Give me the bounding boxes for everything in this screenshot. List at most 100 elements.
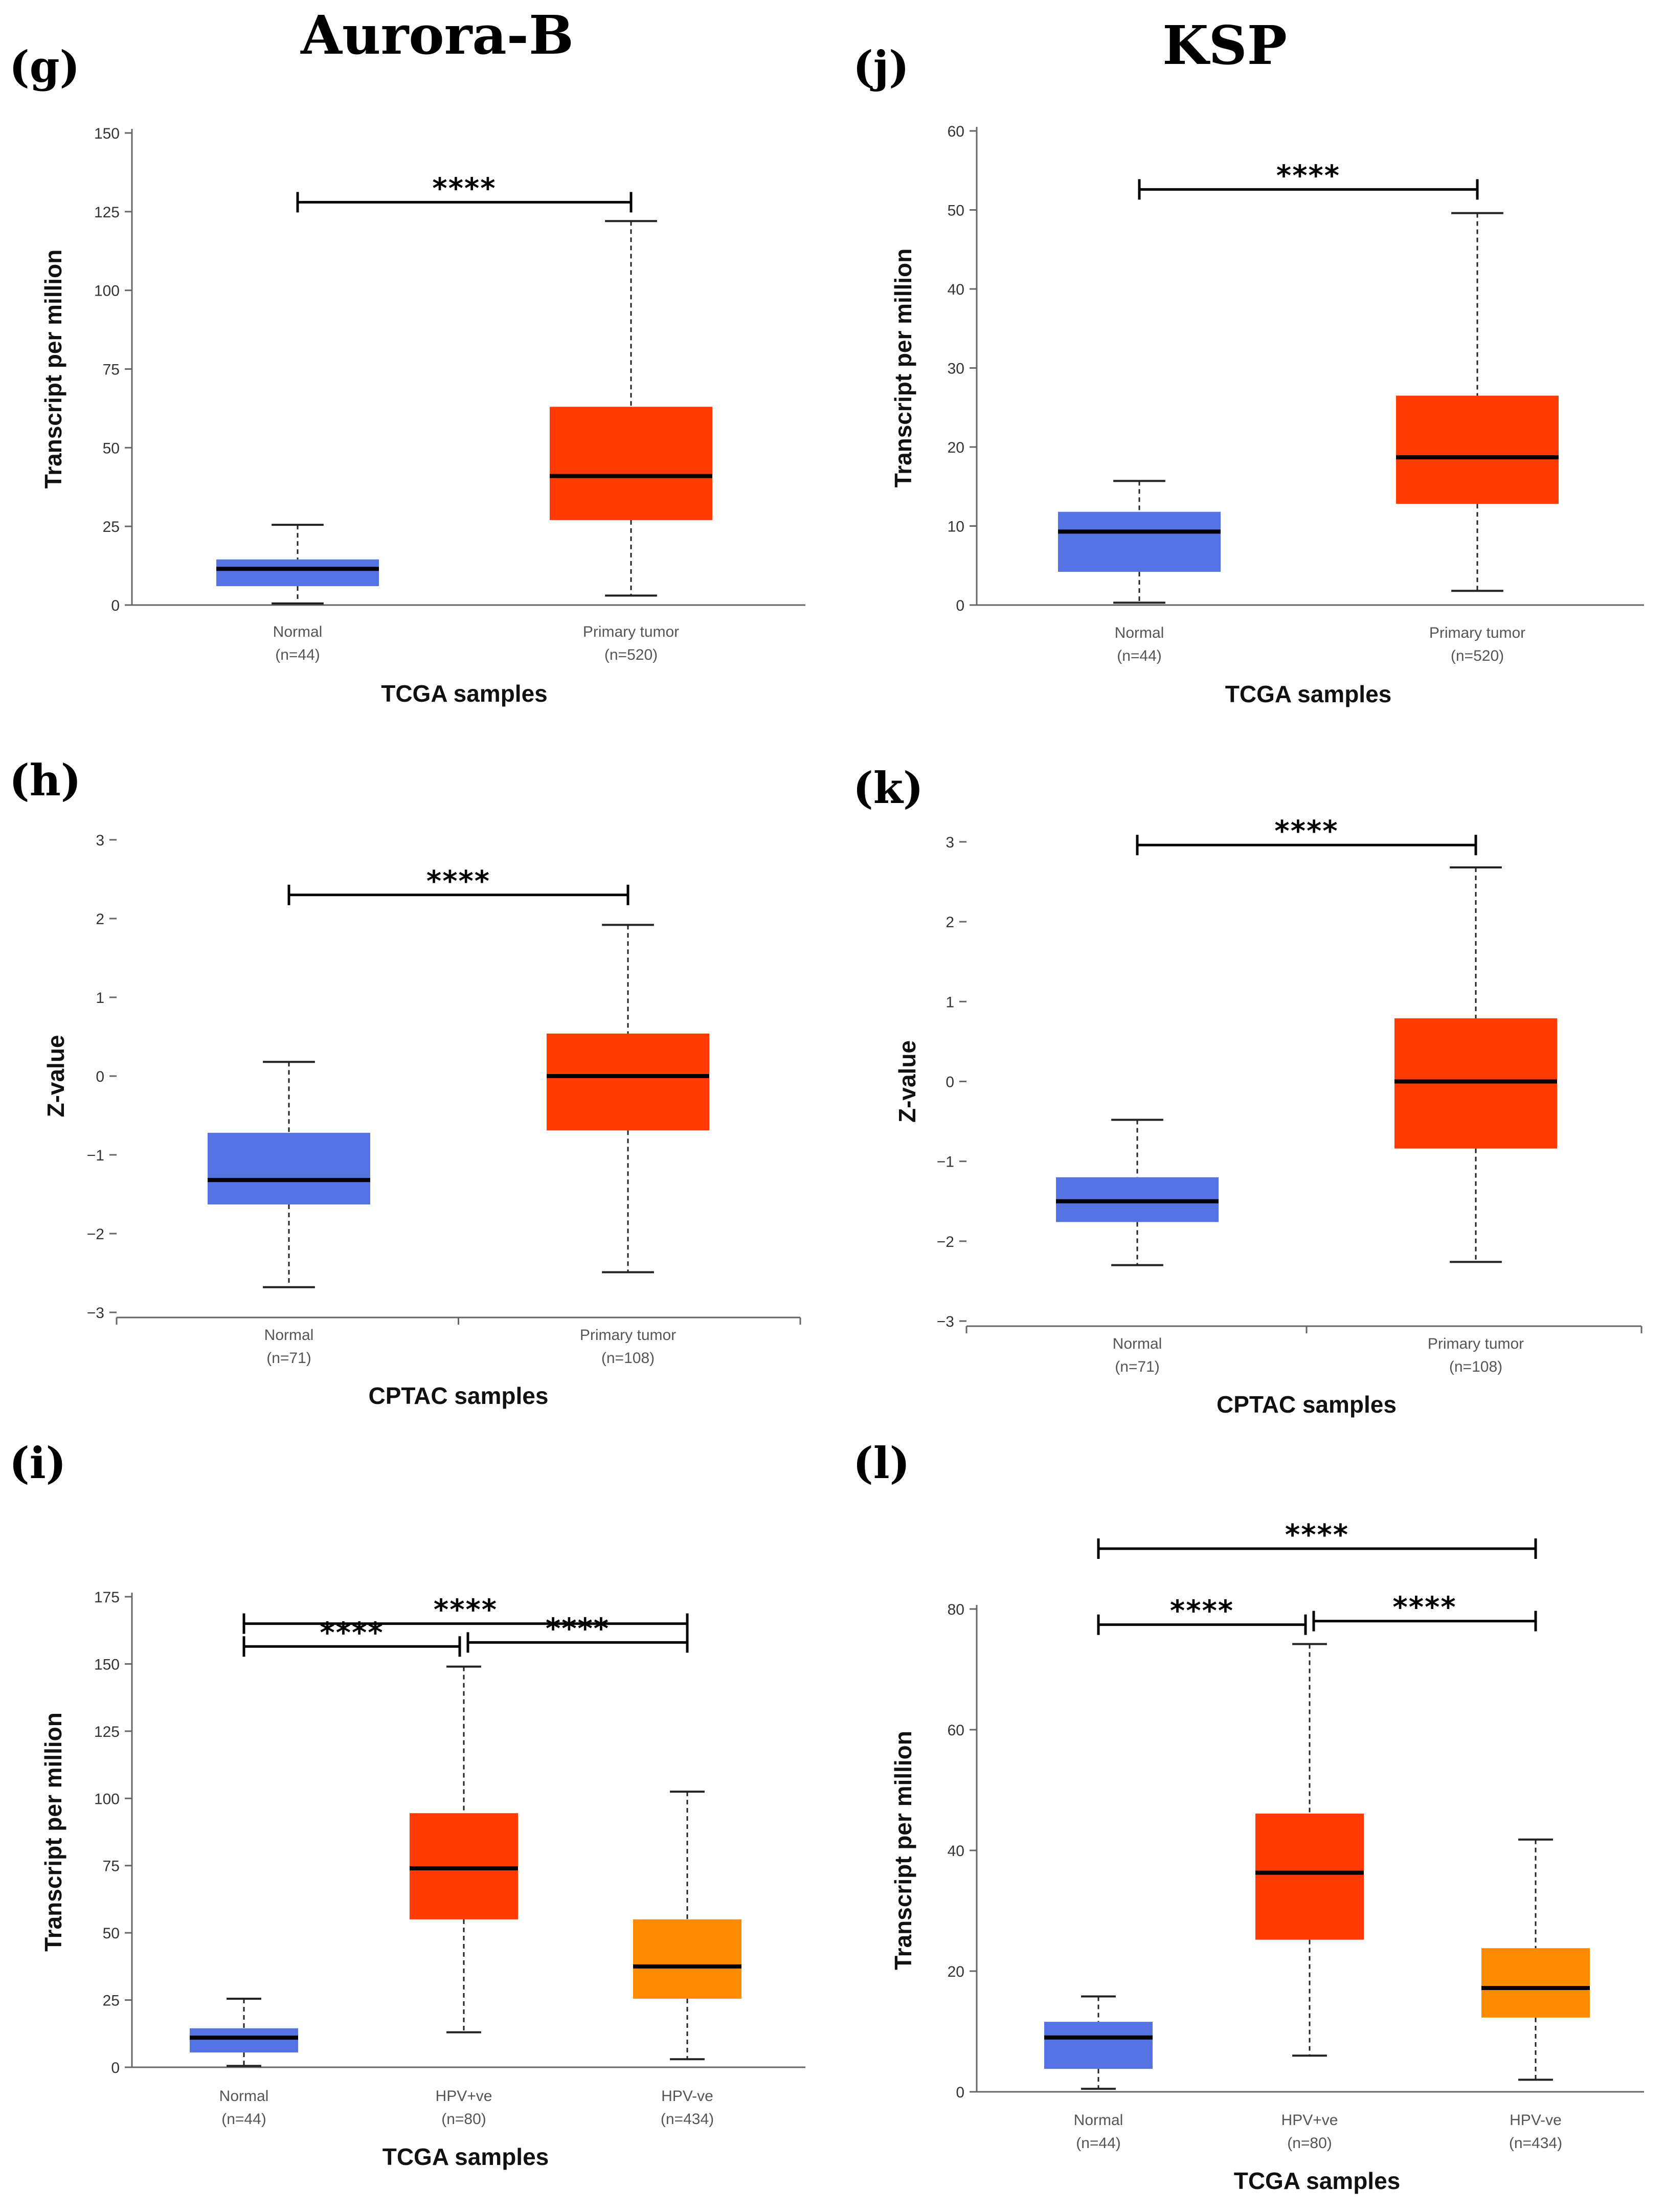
panel-h: (h) −3 −2 −1 0 1 2 3 Z-value Normal (n=71) Primary … [9, 755, 801, 1409]
y-tick-label: −3 [87, 1305, 104, 1322]
box-iqr [1481, 1948, 1590, 2018]
y-tick-label: 10 [948, 519, 964, 535]
y-tick-label: 60 [948, 1722, 964, 1739]
panel-l: (l) 0 20 40 60 80 Transcript per million Normal… [853, 1438, 1644, 2194]
significance-label: **** [546, 1612, 610, 1645]
significance-bracket: **** [1097, 1595, 1307, 1635]
category-label: Primary tumor [1429, 624, 1525, 641]
panel-i: (i) 0 25 50 75 100 125 150 175 Transcript per mil… [9, 1438, 805, 2170]
box-hpv-ve [1255, 1643, 1364, 2057]
y-tick-label: 100 [94, 283, 120, 300]
panel-k: (k) −3 −2 −1 0 1 2 3 Z-value Normal (n=71) Primary … [853, 763, 1642, 1418]
significance-bracket: **** [466, 1612, 689, 1653]
category-count: (n=71) [1115, 1358, 1160, 1375]
significance-bracket: **** [1136, 815, 1477, 856]
significance-label: **** [1276, 159, 1340, 192]
box-normal [1044, 1995, 1153, 2090]
y-tick-label: 150 [94, 125, 120, 142]
x-axis-title: TCGA samples [1234, 2168, 1401, 2194]
y-tick-label: 125 [94, 204, 120, 221]
box-iqr [1396, 395, 1559, 504]
category-count: (n=520) [1451, 647, 1504, 664]
box-normal [1058, 480, 1221, 604]
panel-g: (g) 0 25 50 75 100 125 150 Transcript per millio… [9, 41, 805, 707]
y-axis-title: Z-value [894, 1040, 920, 1123]
box-normal [1056, 1119, 1219, 1266]
panel-label: (l) [853, 1438, 910, 1488]
y-tick-label: 80 [948, 1601, 964, 1618]
y-tick-label: 0 [956, 597, 964, 614]
y-axis-title: Transcript per million [890, 249, 916, 488]
y-tick-label: 25 [103, 519, 120, 535]
significance-label: **** [320, 1616, 384, 1649]
y-axis-title: Transcript per million [40, 250, 66, 489]
category-label: Normal [1074, 2112, 1123, 2129]
box-normal [216, 524, 379, 605]
category-label: HPV-ve [1510, 2112, 1562, 2129]
category-count: (n=80) [1287, 2135, 1332, 2152]
panel-j: (j) 0 10 20 30 40 50 60 Transcript per million No… [853, 41, 1644, 707]
y-tick-label: 25 [103, 1993, 120, 2009]
box-hpv-ve [633, 1791, 741, 2061]
y-tick-label: 75 [103, 1858, 120, 1875]
x-axis-title: TCGA samples [381, 680, 548, 707]
category-label: Primary tumor [580, 1327, 676, 1344]
significance-label: **** [1285, 1518, 1349, 1552]
category-count: (n=108) [1449, 1358, 1502, 1375]
category-count: (n=434) [661, 2111, 714, 2128]
significance-bracket: **** [1097, 1518, 1537, 1559]
y-tick-label: 50 [948, 203, 964, 219]
category-count: (n=108) [601, 1350, 655, 1367]
box-hpv-ve [410, 1665, 518, 2034]
box-primary-tumor [1396, 212, 1559, 592]
category-label: Normal [273, 623, 323, 640]
column-title-ksp: KSP [1162, 14, 1287, 77]
significance-label: **** [1392, 1591, 1456, 1624]
y-tick-label: 40 [948, 281, 964, 298]
significance-label: **** [426, 865, 490, 898]
significance-bracket: **** [296, 172, 633, 213]
y-tick-label: 0 [111, 597, 120, 614]
category-label: Primary tumor [583, 623, 679, 640]
category-count: (n=44) [221, 2111, 266, 2128]
y-tick-label: −2 [937, 1234, 954, 1250]
x-axis-title: TCGA samples [1225, 681, 1392, 707]
y-tick-label: 100 [94, 1791, 120, 1807]
y-tick-label: 20 [948, 439, 964, 456]
box-normal [190, 1997, 298, 2067]
box-iqr [216, 559, 379, 587]
y-tick-label: 0 [956, 2084, 964, 2101]
y-tick-label: −1 [937, 1154, 954, 1171]
box-iqr [633, 1919, 741, 1999]
y-tick-label: 1 [946, 994, 954, 1011]
y-tick-label: 2 [96, 911, 104, 928]
y-tick-label: −1 [87, 1147, 104, 1164]
y-tick-label: 50 [103, 440, 120, 457]
panel-label: (g) [9, 41, 80, 92]
category-label: Normal [264, 1327, 314, 1344]
category-count: (n=44) [1076, 2135, 1121, 2152]
y-tick-label: 30 [948, 361, 964, 377]
y-tick-label: 60 [948, 123, 964, 140]
box-iqr [550, 407, 712, 520]
y-tick-label: 50 [103, 1925, 120, 1942]
y-axis-title: Z-value [42, 1035, 69, 1117]
category-count: (n=44) [275, 646, 320, 663]
y-tick-label: 2 [946, 914, 954, 931]
y-tick-label: 150 [94, 1656, 120, 1673]
y-tick-label: 0 [96, 1068, 104, 1085]
y-tick-label: 20 [948, 1963, 964, 1980]
category-label: Normal [1113, 1335, 1162, 1352]
panel-label: (h) [9, 755, 81, 806]
box-iqr [547, 1033, 709, 1131]
category-count: (n=44) [1117, 647, 1162, 664]
y-axis-title: Transcript per million [890, 1731, 916, 1970]
category-label: HPV+ve [436, 2088, 492, 2105]
significance-label: **** [1170, 1595, 1234, 1628]
significance-label: **** [1274, 815, 1338, 848]
category-count: (n=71) [266, 1350, 311, 1367]
box-iqr [208, 1132, 370, 1205]
